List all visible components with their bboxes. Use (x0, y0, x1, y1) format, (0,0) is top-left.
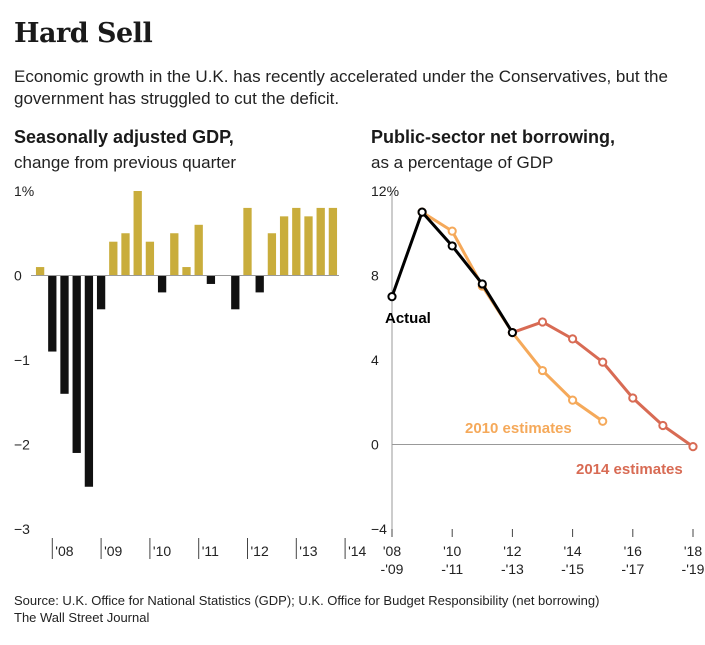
pnb-point (537, 365, 548, 376)
gdp-bar (328, 207, 338, 276)
pnb-xtick-label-bottom: -'17 (621, 561, 644, 577)
publisher-text: The Wall Street Journal (14, 610, 150, 625)
pnb-point (598, 416, 608, 426)
pnb-xtick-label-bottom: -'19 (682, 561, 705, 577)
gdp-xtick-label: '13 (299, 543, 317, 559)
pnb-ytick-label: 12% (371, 183, 399, 199)
gdp-bar (267, 233, 277, 276)
pnb-ytick-label: 8 (371, 268, 379, 284)
chart-subtitle: Economic growth in the U.K. has recently… (14, 67, 668, 108)
gdp-bar (60, 275, 69, 394)
pnb-point (417, 207, 427, 217)
gdp-ytick-label: 1% (14, 183, 34, 199)
gdp-bar (194, 224, 203, 276)
gdp-xtick-label: '10 (153, 543, 171, 559)
gdp-bar (206, 275, 216, 284)
gdp-bar (316, 207, 325, 276)
gdp-bar (145, 241, 155, 276)
gdp-ytick-label: −1 (14, 352, 30, 368)
gdp-bar (133, 191, 142, 276)
pnb-point (658, 420, 668, 431)
gdp-ytick-label: 0 (14, 268, 22, 284)
source-text: Source: U.K. Office for National Statist… (14, 593, 600, 608)
gdp-bar (72, 275, 81, 453)
gdp-ytick-label: −2 (14, 437, 30, 453)
gdp-bar (292, 207, 301, 276)
gdp-bar (48, 275, 57, 352)
gdp-bar (304, 216, 313, 276)
pnb-xtick-label-top: '16 (624, 543, 642, 559)
gdp-xtick-label: '08 (55, 543, 73, 559)
pnb-xtick-label-top: '12 (503, 543, 521, 559)
gdp-bar (84, 275, 94, 487)
gdp-xtick-label: '14 (348, 543, 366, 559)
gdp-ytick-label: −3 (14, 521, 30, 537)
label-2014-estimates: 2014 estimates (576, 461, 683, 478)
pnb-ytick-label: 4 (371, 352, 379, 368)
gdp-bar (243, 207, 252, 276)
pnb-xtick-label-top: '14 (563, 543, 581, 559)
label-2010-estimates: 2010 estimates (465, 420, 572, 437)
gdp-bar (121, 233, 130, 276)
pnb-point (598, 357, 608, 367)
pnb-point (568, 395, 578, 405)
borrowing-chart-subtitle: as a percentage of GDP (371, 153, 554, 172)
gdp-bar (96, 275, 106, 310)
borrowing-chart-title: Public-sector net borrowing, (371, 127, 616, 147)
gdp-xtick-label: '12 (251, 543, 269, 559)
pnb-point (447, 226, 457, 236)
pnb-point (507, 327, 518, 338)
source-note: Source: U.K. Office for National Statist… (14, 592, 599, 626)
gdp-bar (157, 275, 167, 293)
gdp-bar (109, 241, 118, 276)
pnb-xtick-label-bottom: -'09 (381, 561, 404, 577)
gdp-bar (170, 233, 179, 276)
gdp-bar (279, 216, 289, 276)
pnb-xtick-label-bottom: -'11 (441, 561, 463, 577)
pnb-xtick-label-top: '10 (443, 543, 461, 559)
pnb-point (387, 292, 397, 302)
gdp-bar (35, 267, 45, 276)
pnb-point (568, 334, 578, 344)
gdp-bar (231, 275, 240, 310)
pnb-xtick-label-top: '18 (684, 543, 702, 559)
pnb-xtick-label-bottom: -'13 (501, 561, 524, 577)
pnb-xtick-label-bottom: -'15 (561, 561, 584, 577)
pnb-point (537, 317, 548, 327)
pnb-point (447, 241, 457, 251)
pnb-xtick-label-top: '08 (383, 543, 401, 559)
pnb-ytick-label: 0 (371, 437, 379, 453)
pnb-point (477, 279, 487, 289)
gdp-chart-subtitle: change from previous quarter (14, 153, 237, 172)
pnb-point (688, 442, 698, 452)
pnb-ytick-label: −4 (371, 521, 387, 537)
chart-title: Hard Sell (14, 18, 153, 49)
gdp-chart-title: Seasonally adjusted GDP, (14, 127, 234, 147)
gdp-xtick-label: '11 (202, 543, 219, 559)
gdp-bar (182, 267, 191, 276)
label-actual: Actual (385, 310, 431, 327)
pnb-point (628, 393, 638, 403)
gdp-bar (255, 275, 264, 293)
gdp-xtick-label: '09 (104, 543, 122, 559)
